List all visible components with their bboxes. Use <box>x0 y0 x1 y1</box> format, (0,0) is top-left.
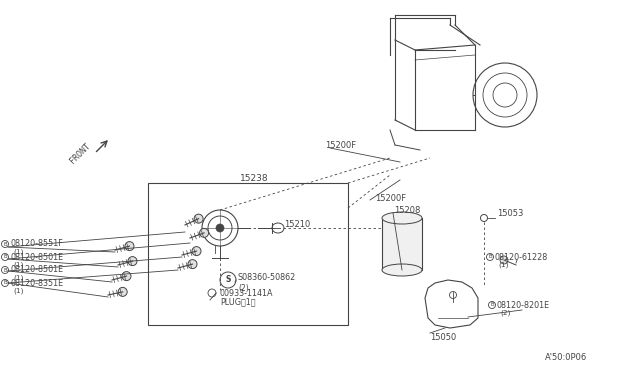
Text: 15210: 15210 <box>284 219 310 228</box>
Text: (2): (2) <box>500 310 511 316</box>
Text: 08120-61228: 08120-61228 <box>495 253 548 262</box>
Text: FRONT: FRONT <box>68 141 92 166</box>
Text: (1): (1) <box>13 288 24 294</box>
Ellipse shape <box>382 212 422 224</box>
Circle shape <box>188 260 197 269</box>
Text: 15238: 15238 <box>240 173 269 183</box>
Text: B: B <box>3 267 7 273</box>
Text: B: B <box>3 254 7 260</box>
Text: B: B <box>3 241 7 247</box>
Text: B: B <box>3 280 7 285</box>
Text: 08120-8551F: 08120-8551F <box>10 240 63 248</box>
Text: (1): (1) <box>13 275 24 281</box>
Text: B: B <box>488 254 492 260</box>
Text: 15200F: 15200F <box>375 193 406 202</box>
Text: B: B <box>490 302 494 308</box>
Bar <box>148 183 348 325</box>
Text: 15208: 15208 <box>394 205 420 215</box>
Text: 00933-1141A: 00933-1141A <box>220 289 273 298</box>
Text: S: S <box>225 276 230 285</box>
Circle shape <box>481 215 488 221</box>
Text: 08120-8501E: 08120-8501E <box>10 266 63 275</box>
Circle shape <box>118 288 127 296</box>
Text: A'50:0P06: A'50:0P06 <box>545 353 588 362</box>
Circle shape <box>125 242 134 251</box>
Ellipse shape <box>382 264 422 276</box>
Text: 15053: 15053 <box>497 208 524 218</box>
Text: 08120-8351E: 08120-8351E <box>10 279 63 288</box>
Text: S08360-50862: S08360-50862 <box>238 273 296 282</box>
Text: 08120-8201E: 08120-8201E <box>497 301 550 310</box>
Circle shape <box>200 228 209 237</box>
Circle shape <box>192 247 201 256</box>
Circle shape <box>122 272 131 280</box>
Circle shape <box>216 224 224 232</box>
Text: (1): (1) <box>13 249 24 255</box>
Text: 08120-8501E: 08120-8501E <box>10 253 63 262</box>
Circle shape <box>128 257 137 266</box>
Text: (1): (1) <box>13 262 24 268</box>
Text: 15050: 15050 <box>430 333 456 341</box>
Text: 15200F: 15200F <box>325 141 356 150</box>
Circle shape <box>194 214 203 223</box>
Text: (1): (1) <box>498 262 509 268</box>
Text: PLUG（1）: PLUG（1） <box>220 298 255 307</box>
Bar <box>382 218 422 270</box>
Circle shape <box>500 256 508 264</box>
Text: (2): (2) <box>238 283 249 292</box>
